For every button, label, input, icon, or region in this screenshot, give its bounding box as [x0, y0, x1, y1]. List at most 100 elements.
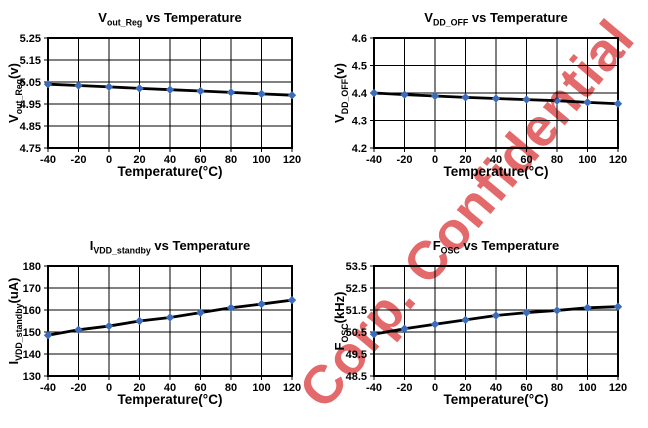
x-tick-label: 60 [520, 154, 532, 166]
x-tick-label: 60 [194, 154, 206, 166]
y-tick-label: 49.5 [346, 349, 367, 361]
x-tick-label: 40 [164, 154, 176, 166]
y-tick-label: 4.4 [352, 88, 368, 100]
y-tick-label: 4.5 [352, 61, 367, 73]
x-tick-label: 40 [490, 154, 502, 166]
x-tick-label: -20 [71, 154, 87, 166]
data-point-marker [196, 86, 205, 96]
x-tick-label: 100 [578, 382, 596, 394]
chart-vdd-off: VDD_OFF vs Temperature VDD_OFF(v) Temperat… [328, 8, 646, 206]
y-tick-label: 4.3 [352, 116, 367, 128]
chart-ivdd-standby: IVDD_standby vs Temperature IVDD_standby(… [2, 236, 320, 428]
label-subscript: OSC [440, 245, 460, 256]
chart-vout-reg: Vout_Reg vs Temperature Vout_Reg(v) Temper… [2, 8, 320, 206]
x-tick-label: 80 [551, 154, 563, 166]
x-tick-label: 20 [133, 382, 145, 394]
data-point-marker [430, 320, 440, 329]
data-point-marker [522, 308, 531, 317]
y-tick-label: 130 [23, 371, 41, 383]
data-point-marker [74, 81, 83, 90]
data-point-marker [257, 89, 266, 99]
x-tick-label: 120 [609, 154, 627, 166]
x-axis-title: Temperature(°C) [117, 392, 223, 407]
x-tick-label: -20 [71, 382, 87, 394]
x-tick-label: 100 [252, 154, 270, 166]
data-point-marker [369, 88, 379, 98]
data-point-marker [461, 315, 470, 325]
data-point-marker [613, 99, 623, 108]
y-tick-label: 4.85 [20, 121, 41, 133]
x-tick-label: -20 [397, 154, 413, 166]
x-tick-label: 40 [164, 382, 176, 394]
data-point-marker [226, 303, 236, 312]
data-point-marker [613, 302, 623, 311]
x-tick-label: 0 [432, 154, 438, 166]
y-tick-label: 48.5 [346, 371, 367, 383]
y-tick-label: 53.5 [346, 261, 367, 273]
x-axis-title: Temperature(°C) [443, 164, 549, 179]
x-tick-label: 100 [578, 154, 596, 166]
x-tick-label: 80 [551, 382, 563, 394]
x-axis-title: Temperature(°C) [443, 392, 549, 407]
data-point-marker [43, 80, 53, 89]
y-tick-label: 50.5 [346, 327, 367, 339]
data-point-marker [430, 91, 440, 101]
y-tick-label: 4.75 [20, 143, 41, 155]
y-tick-label: 4.95 [20, 99, 41, 111]
data-point-marker [369, 330, 379, 339]
data-point-marker [491, 311, 501, 320]
x-tick-label: 80 [225, 154, 237, 166]
label-text: vs Temperature [459, 238, 560, 253]
x-tick-label: -40 [40, 382, 56, 394]
y-tick-label: 180 [23, 261, 41, 273]
y-tick-label: 5.25 [20, 33, 41, 45]
plot-border [47, 265, 293, 377]
data-point-marker [257, 299, 266, 309]
x-tick-label: 120 [609, 382, 627, 394]
label-text: vs Temperature [468, 10, 568, 25]
x-tick-label: 0 [432, 382, 438, 394]
data-point-marker [104, 82, 114, 92]
data-point-marker [400, 324, 409, 333]
data-point-marker [287, 91, 297, 100]
x-tick-label: 120 [283, 382, 301, 394]
x-tick-label: 60 [194, 382, 206, 394]
x-tick-label: 0 [106, 382, 112, 394]
data-point-marker [165, 313, 175, 322]
x-tick-label: 40 [490, 382, 502, 394]
data-point-marker [400, 90, 409, 99]
data-point-marker [74, 325, 83, 334]
data-point-marker [135, 84, 144, 93]
x-tick-label: 120 [283, 154, 301, 166]
data-point-marker [552, 306, 562, 315]
y-tick-label: 52.5 [346, 283, 367, 295]
chart-title: Vout_Reg vs Temperature [38, 10, 302, 31]
x-tick-label: -40 [366, 382, 382, 394]
y-tick-label: 140 [23, 349, 41, 361]
y-tick-label: 5.05 [20, 77, 41, 89]
y-tick-label: 170 [23, 283, 41, 295]
chart-title: FOSC vs Temperature [364, 238, 628, 259]
data-point-marker [196, 308, 205, 317]
label-text: I [89, 238, 94, 253]
y-tick-label: 5.15 [20, 55, 41, 67]
x-tick-label: 80 [225, 382, 237, 394]
y-tick-label: 4.6 [352, 33, 367, 45]
data-point-marker [461, 93, 470, 102]
data-point-marker [583, 303, 592, 312]
data-point-marker [287, 295, 297, 305]
x-tick-label: 20 [459, 382, 471, 394]
label-subscript: DD_OFF [432, 17, 469, 28]
data-point-marker [104, 321, 114, 331]
label-text: F [432, 238, 441, 253]
x-tick-label: 20 [459, 154, 471, 166]
y-tick-label: 51.5 [346, 305, 367, 317]
chart-title: VDD_OFF vs Temperature [364, 10, 628, 31]
data-point-marker [43, 331, 53, 340]
chart-title: IVDD_standby vs Temperature [38, 238, 302, 259]
label-subscript: out_Reg [106, 17, 143, 28]
data-point-marker [583, 98, 592, 107]
x-tick-label: 0 [106, 154, 112, 166]
data-point-marker [491, 94, 501, 103]
